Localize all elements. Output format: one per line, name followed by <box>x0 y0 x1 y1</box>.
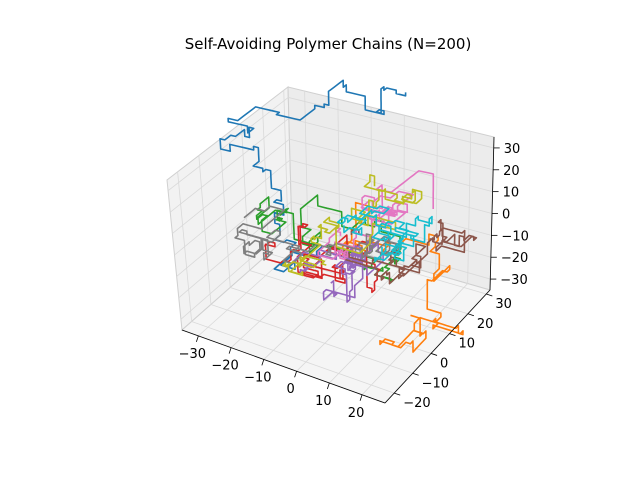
x-tick-label: 0 <box>286 382 294 397</box>
z-tick-label: 30 <box>504 142 521 157</box>
y-tick <box>412 372 419 376</box>
grid-line-z-left <box>176 180 291 277</box>
polymer-chain-9 <box>281 174 423 277</box>
y-tick-label: 0 <box>440 356 448 371</box>
grid-line-y-floor <box>249 270 450 334</box>
x-tick-label: −10 <box>244 370 271 385</box>
polymer-chains <box>219 79 478 353</box>
x-axis-line <box>181 329 386 404</box>
z-tick-label: −20 <box>501 251 528 266</box>
grid-line-z-back <box>288 117 494 171</box>
grid-line-z-back <box>289 159 493 214</box>
grid-line-x-floor <box>361 283 468 396</box>
z-tick-label: 10 <box>503 186 520 201</box>
y-tick-label: −20 <box>403 396 430 411</box>
grid-line-y-floor <box>230 287 432 354</box>
x-tick <box>294 371 297 378</box>
x-tick <box>359 394 363 401</box>
y-tick-label: −10 <box>422 376 449 391</box>
grid-line-y-floor <box>210 304 413 374</box>
polymer-chain-6 <box>343 218 478 285</box>
grid-line-z-left <box>172 138 290 234</box>
grid-line-x-floor <box>296 264 405 372</box>
grid-line-z-back <box>288 97 494 149</box>
x-tick <box>261 359 265 366</box>
z-tick-label: −30 <box>500 273 527 288</box>
polymer-chain-2 <box>341 201 464 353</box>
polymer-chain-10 <box>336 205 433 263</box>
x-tick-label: −20 <box>211 359 238 374</box>
x-tick-label: 10 <box>315 394 332 409</box>
z-tick-label: −10 <box>501 229 528 244</box>
x-tick-label: −30 <box>179 347 206 362</box>
z-tick-label: 20 <box>503 164 520 179</box>
x-tick <box>326 382 330 390</box>
grid-line-z-back <box>289 138 493 193</box>
y-tick <box>449 333 456 336</box>
grid-line-z-left <box>167 97 289 192</box>
z-tick-label: 0 <box>502 208 510 223</box>
y-tick <box>467 313 475 317</box>
grid-line-x-floor <box>198 237 309 337</box>
x-tick <box>195 335 199 343</box>
y-axis-line <box>384 289 491 404</box>
x-tick <box>228 347 232 354</box>
y-tick-label: 30 <box>495 297 512 312</box>
grid-line-x-floor <box>329 274 436 384</box>
y-tick-label: 10 <box>458 337 475 352</box>
y-tick <box>430 353 438 356</box>
axis-ticks: −30−20−1001020−20−100102030−30−20−100102… <box>179 142 529 421</box>
x-tick-label: 20 <box>348 406 365 421</box>
grid-line-z-left <box>169 117 290 213</box>
y-tick <box>394 392 401 396</box>
y-tick-label: 20 <box>477 317 494 332</box>
chart-title: Self-Avoiding Polymer Chains (N=200) <box>185 35 472 53</box>
grid-line-y-floor <box>191 321 395 394</box>
grid-line-z-left <box>178 201 292 299</box>
y-tick <box>486 293 493 297</box>
